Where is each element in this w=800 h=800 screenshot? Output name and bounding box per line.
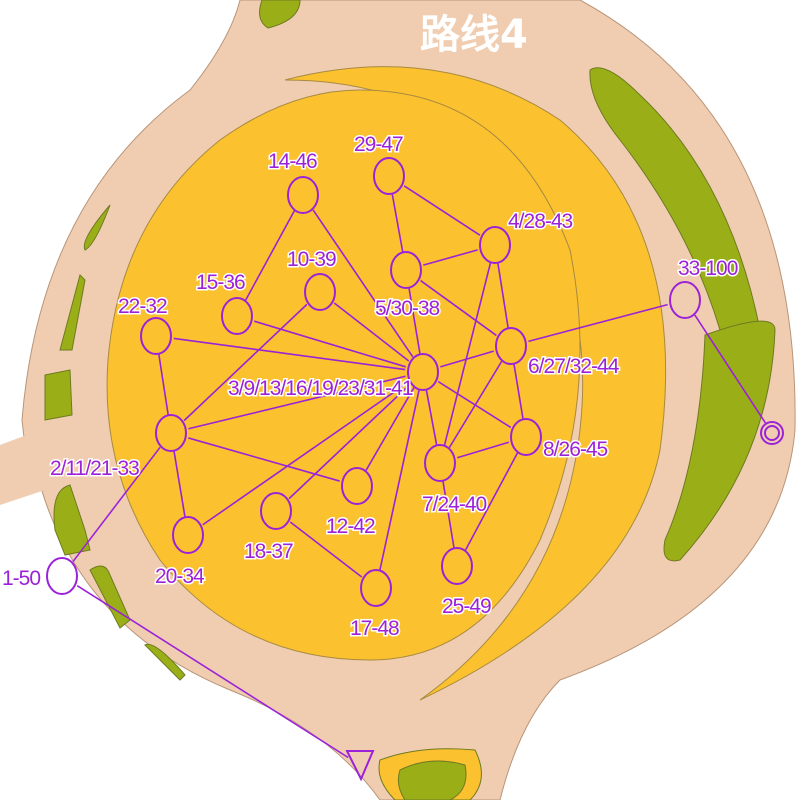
- course-leg: [72, 446, 161, 563]
- control-circle[interactable]: [221, 297, 253, 335]
- vegetation-patch: [83, 204, 111, 251]
- control-circle[interactable]: [46, 557, 78, 595]
- control-circle[interactable]: [287, 176, 319, 214]
- vegetation-patch: [53, 484, 91, 556]
- course-leg: [423, 249, 478, 266]
- course-title: 路线4: [420, 12, 528, 58]
- control-circle[interactable]: [390, 251, 422, 289]
- control-label: 33-100: [678, 257, 738, 280]
- course-leg: [289, 521, 363, 578]
- road-west: [0, 430, 45, 505]
- control-label: 15-36: [196, 271, 245, 294]
- control-label: 25-49: [442, 595, 491, 618]
- control-label: 2/11/21-33: [50, 457, 139, 480]
- vegetation-patch: [44, 369, 73, 421]
- course-leg: [425, 389, 438, 446]
- control-label: 5/30-38: [375, 297, 440, 320]
- course-leg: [173, 337, 406, 371]
- vegetation: [44, 0, 776, 800]
- control-circle[interactable]: [140, 317, 172, 355]
- control-circle[interactable]: [441, 547, 473, 585]
- course-leg: [312, 209, 414, 358]
- control-circle[interactable]: [510, 418, 542, 456]
- open-area-main: [106, 89, 581, 661]
- control-circle[interactable]: [407, 353, 439, 391]
- control-label: 7/24-40: [422, 493, 487, 516]
- control-circle[interactable]: [373, 157, 405, 195]
- control-label: 22-32: [118, 295, 167, 318]
- course-leg: [442, 480, 455, 549]
- course-leg: [183, 303, 308, 422]
- course-leg: [456, 441, 510, 459]
- start-triangle[interactable]: [345, 750, 375, 782]
- controls: 3/9/13/16/19/23/31-41 14-46 29-47 4/28-43 5/…: [1, 132, 784, 782]
- control-label: 8/26-45: [543, 438, 608, 461]
- control-circle[interactable]: [360, 569, 392, 607]
- course-leg: [244, 210, 296, 301]
- vegetation-patch: [397, 760, 467, 800]
- course-legs: [72, 185, 767, 759]
- course-leg: [513, 363, 524, 420]
- course-leg: [254, 320, 406, 368]
- control-label: 14-46: [268, 150, 317, 173]
- course-leg: [157, 353, 170, 416]
- control-circle[interactable]: [260, 492, 292, 530]
- course-leg: [420, 279, 497, 337]
- vegetation-patch: [663, 320, 776, 562]
- control-circle[interactable]: [172, 516, 204, 554]
- course-leg: [288, 383, 411, 500]
- control-circle[interactable]: [424, 444, 456, 482]
- course-leg: [202, 381, 409, 526]
- control-circle[interactable]: [341, 467, 373, 505]
- course-leg: [188, 375, 406, 430]
- control-label: 3/9/13/16/19/23/31-41: [228, 377, 413, 400]
- vegetation-patch: [259, 0, 301, 29]
- course-leg: [173, 450, 186, 518]
- control-circle[interactable]: [495, 327, 527, 365]
- course-leg: [443, 262, 492, 446]
- course-leg: [528, 303, 668, 343]
- control-label: 20-34: [155, 565, 205, 588]
- course-leg: [694, 314, 767, 424]
- course-leg: [497, 262, 509, 329]
- course-leg: [437, 380, 512, 429]
- control-circle[interactable]: [479, 226, 511, 264]
- vegetation-patch: [59, 274, 86, 351]
- control-label: 17-48: [350, 617, 399, 640]
- control-label: 6/27/32-44: [528, 355, 620, 378]
- course-leg: [440, 350, 494, 368]
- course-leg: [333, 302, 410, 362]
- control-label: 29-47: [354, 133, 403, 156]
- course-leg: [464, 452, 519, 551]
- control-circle[interactable]: [155, 414, 187, 452]
- course-leg: [379, 389, 420, 571]
- control-label: 4/28-43: [508, 210, 573, 233]
- finish-outer-circle[interactable]: [760, 421, 784, 445]
- course-leg: [365, 387, 415, 471]
- course-leg: [391, 193, 404, 253]
- control-circle[interactable]: [669, 281, 701, 319]
- control-label: 18-37: [244, 540, 293, 563]
- control-label: 1-50: [2, 567, 40, 590]
- finish-inner-circle: [764, 425, 780, 441]
- vegetation-patch: [144, 643, 186, 681]
- course-leg: [76, 584, 349, 759]
- control-label: 10-39: [287, 248, 336, 271]
- control-circle[interactable]: [304, 273, 336, 311]
- course-leg: [403, 185, 481, 236]
- control-label: 12-42: [326, 515, 375, 538]
- course-leg: [408, 287, 421, 355]
- course-leg: [448, 360, 503, 449]
